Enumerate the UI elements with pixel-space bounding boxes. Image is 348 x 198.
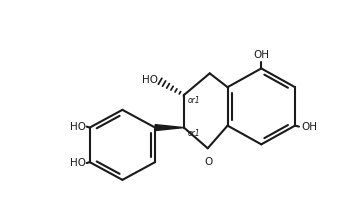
Text: HO: HO xyxy=(142,75,158,85)
Polygon shape xyxy=(155,125,184,130)
Text: HO: HO xyxy=(70,158,86,168)
Text: OH: OH xyxy=(253,50,269,60)
Text: O: O xyxy=(205,157,213,167)
Text: or1: or1 xyxy=(188,96,200,106)
Text: OH: OH xyxy=(301,122,317,132)
Text: HO: HO xyxy=(70,122,86,132)
Text: or1: or1 xyxy=(188,129,200,138)
